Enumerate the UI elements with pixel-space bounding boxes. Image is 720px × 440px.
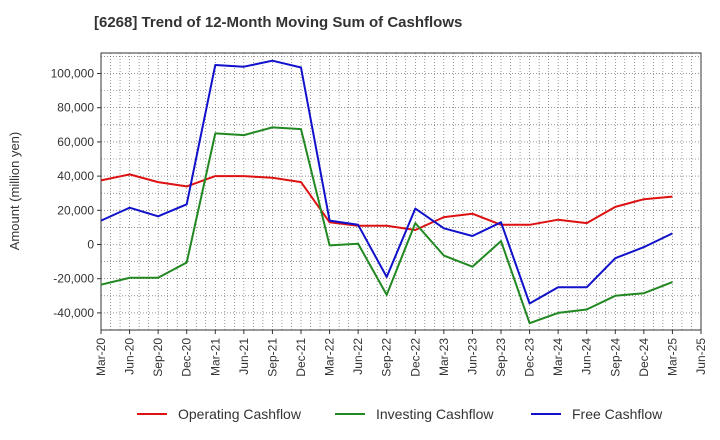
legend-label: Investing Cashflow	[376, 406, 494, 422]
x-tick-label: Sep-20	[151, 338, 165, 377]
x-tick-label: Jun-22	[351, 338, 365, 375]
x-tick-label: Mar-22	[323, 338, 337, 376]
series-line-free-cashflow	[100, 59, 673, 305]
x-tick-label: Jun-23	[465, 338, 479, 375]
y-axis: -40,000 -20,000 0 20,000 40,000 60,000 80,000 1…	[51, 67, 101, 320]
series-line-operating-cashflow	[100, 173, 673, 231]
x-tick-label: Sep-22	[380, 338, 394, 377]
x-tick-label: Mar-23	[437, 338, 451, 376]
y-tick-label: 20,000	[57, 203, 94, 217]
x-axis: Mar-20 Jun-20 Sep-20 Dec-20 Mar-21 Jun-21 Sep-…	[94, 330, 708, 377]
x-tick-label: Mar-21	[208, 338, 222, 376]
x-tick-label: Sep-23	[494, 338, 508, 377]
y-tick-label: 40,000	[57, 169, 94, 183]
y-tick-label: 0	[87, 238, 94, 252]
x-tick-label: Jun-21	[237, 338, 251, 375]
legend-label: Operating Cashflow	[178, 406, 302, 422]
series	[100, 59, 673, 325]
x-tick-label: Jun-24	[580, 338, 594, 375]
x-tick-label: Mar-24	[551, 338, 565, 376]
y-tick-label: -20,000	[53, 272, 94, 286]
y-axis-label: Amount (million yen)	[7, 132, 22, 251]
x-tick-label: Dec-21	[294, 338, 308, 377]
x-tick-label: Mar-20	[94, 338, 108, 376]
legend-item: Free Cashflow	[531, 406, 663, 422]
x-tick-label: Dec-24	[637, 338, 651, 377]
x-tick-label: Dec-23	[523, 338, 537, 377]
legend: Operating Cashflow Investing Cashflow Free…	[137, 406, 663, 422]
legend-item: Investing Cashflow	[335, 406, 494, 422]
x-tick-label: Jun-20	[123, 338, 137, 375]
y-tick-label: 100,000	[51, 67, 95, 81]
x-tick-label: Jun-25	[694, 338, 708, 375]
chart-title: [6268] Trend of 12-Month Moving Sum of C…	[94, 14, 463, 31]
x-tick-label: Sep-21	[265, 338, 279, 377]
y-tick-label: 60,000	[57, 135, 94, 149]
plot-area	[100, 52, 702, 331]
x-tick-label: Dec-20	[180, 338, 194, 377]
x-tick-label: Dec-22	[408, 338, 422, 377]
x-tick-label: Mar-25	[665, 338, 679, 376]
legend-label: Free Cashflow	[572, 406, 663, 422]
y-tick-label: -40,000	[53, 306, 94, 320]
grid	[101, 53, 701, 330]
y-tick-label: 80,000	[57, 101, 94, 115]
x-tick-label: Sep-24	[608, 338, 622, 377]
series-line-investing-cashflow	[100, 126, 673, 325]
legend-item: Operating Cashflow	[137, 406, 302, 422]
